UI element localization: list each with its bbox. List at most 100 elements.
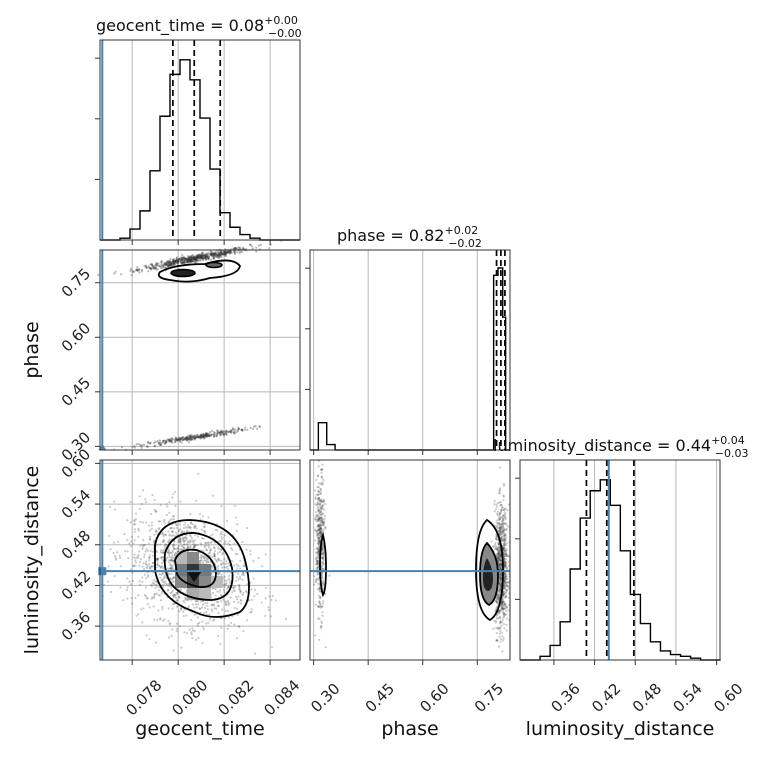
scatter-point xyxy=(224,250,227,253)
scatter-point xyxy=(239,591,242,594)
scatter-point xyxy=(183,260,186,263)
scatter-point xyxy=(193,629,196,633)
scatter-point xyxy=(184,598,187,601)
scatter-point xyxy=(174,440,177,444)
scatter-point xyxy=(174,440,177,443)
scatter-point xyxy=(235,250,238,254)
scatter-point xyxy=(151,561,154,565)
scatter-point xyxy=(320,625,323,628)
scatter-point xyxy=(185,437,188,440)
scatter-point xyxy=(205,622,208,625)
scatter-point xyxy=(221,430,224,433)
scatter-point xyxy=(176,262,179,266)
scatter-point xyxy=(193,261,197,264)
scatter-point xyxy=(149,549,152,553)
scatter-point xyxy=(192,259,195,262)
scatter-point xyxy=(171,553,174,557)
scatter-point xyxy=(158,265,161,268)
scatter-point xyxy=(225,251,228,254)
scatter-point xyxy=(172,576,176,579)
scatter-point xyxy=(190,631,193,634)
scatter-point xyxy=(252,427,255,430)
scatter-point xyxy=(201,251,205,254)
scatter-point xyxy=(185,260,189,264)
scatter-point xyxy=(221,551,225,554)
scatter-point xyxy=(229,429,232,432)
scatter-point xyxy=(197,436,200,439)
scatter-point xyxy=(197,259,200,262)
scatter-point xyxy=(218,539,221,543)
scatter-point xyxy=(185,257,188,260)
scatter-point xyxy=(212,254,215,257)
scatter-point xyxy=(206,432,209,435)
scatter-point xyxy=(140,270,143,273)
scatter-point xyxy=(171,566,174,569)
scatter-point xyxy=(177,260,180,263)
scatter-point xyxy=(196,603,200,606)
scatter-point xyxy=(216,432,219,436)
scatter-point xyxy=(180,544,183,548)
scatter-point xyxy=(133,446,136,449)
scatter-point xyxy=(215,607,218,610)
scatter-point xyxy=(504,518,507,521)
scatter-point xyxy=(126,550,129,553)
scatter-point xyxy=(224,583,227,586)
scatter-point xyxy=(144,586,148,589)
scatter-point xyxy=(498,518,501,522)
scatter-point xyxy=(224,254,227,257)
scatter-point xyxy=(204,257,207,260)
scatter-point xyxy=(214,252,217,256)
scatter-point xyxy=(242,247,245,250)
scatter-point xyxy=(195,257,198,260)
scatter-point xyxy=(196,254,199,257)
scatter-point xyxy=(322,600,325,603)
scatter-point xyxy=(213,253,216,256)
scatter-point xyxy=(151,266,154,270)
scatter-point xyxy=(219,432,222,435)
scatter-point xyxy=(171,530,174,533)
scatter-point xyxy=(178,439,182,442)
scatter-point xyxy=(167,264,171,267)
scatter-point xyxy=(190,259,193,262)
scatter-point xyxy=(211,251,214,254)
scatter-point xyxy=(190,256,193,259)
scatter-point xyxy=(226,542,229,545)
scatter-point xyxy=(237,601,240,604)
scatter-point xyxy=(212,494,215,497)
scatter-point xyxy=(186,259,189,263)
scatter-point xyxy=(183,257,186,260)
scatter-point xyxy=(180,256,183,260)
scatter-point xyxy=(223,252,226,255)
scatter-point xyxy=(172,543,176,546)
scatter-point xyxy=(195,260,198,263)
scatter-point xyxy=(147,265,150,268)
scatter-point xyxy=(175,439,178,442)
scatter-point xyxy=(189,545,192,548)
scatter-point xyxy=(246,428,249,431)
scatter-point xyxy=(200,556,203,559)
scatter-point xyxy=(188,436,191,439)
scatter-point xyxy=(202,254,205,257)
scatter-point xyxy=(207,544,210,547)
scatter-point xyxy=(319,527,322,530)
scatter-point xyxy=(179,500,182,503)
scatter-point xyxy=(236,428,239,431)
scatter-point xyxy=(203,254,206,257)
scatter-point xyxy=(173,568,176,571)
scatter-point xyxy=(507,596,510,599)
scatter-point xyxy=(148,565,152,568)
scatter-point xyxy=(241,429,244,432)
scatter-point xyxy=(185,436,188,439)
scatter-point xyxy=(171,258,174,261)
scatter-point xyxy=(227,585,230,588)
scatter-point xyxy=(505,629,509,632)
scatter-point xyxy=(176,627,179,630)
scatter-point xyxy=(208,433,211,436)
scatter-point xyxy=(227,430,230,433)
scatter-point xyxy=(113,575,116,578)
scatter-point xyxy=(170,634,173,637)
scatter-point xyxy=(162,263,165,267)
scatter-point xyxy=(174,596,178,600)
scatter-point xyxy=(200,528,203,531)
scatter-point xyxy=(313,575,316,578)
